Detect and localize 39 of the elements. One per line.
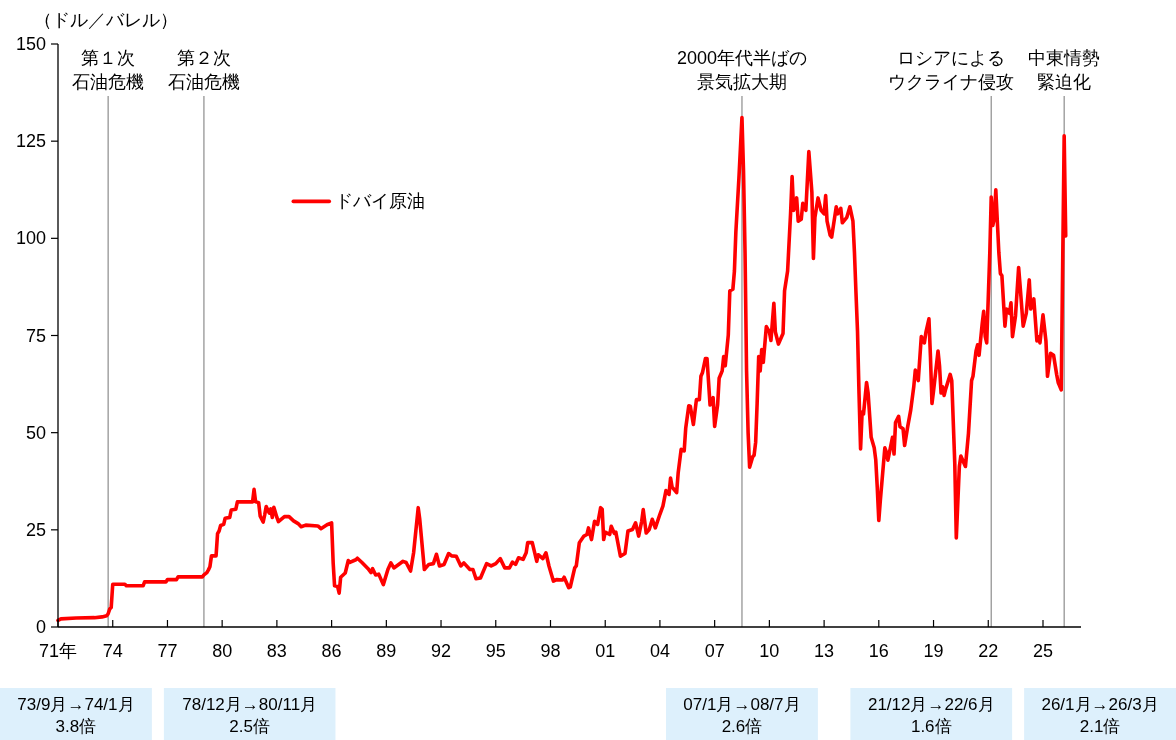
y-tick-label: 125	[15, 131, 46, 152]
x-tick-label: 74	[102, 641, 123, 661]
x-tick-label: 22	[978, 641, 999, 661]
y-axis-title: （ドル／バレル）	[34, 10, 178, 30]
x-tick-label: 98	[540, 641, 561, 661]
y-tick-label: 150	[15, 34, 46, 54]
x-tick-label: 07	[704, 641, 725, 661]
x-tick-label: 77	[157, 641, 178, 661]
y-tick-label: 100	[15, 228, 46, 249]
x-tick-label: 71年	[38, 641, 78, 661]
x-tick-label: 86	[321, 641, 342, 661]
line-series	[56, 115, 1068, 623]
legend-label: ドバイ原油	[335, 191, 426, 212]
y-tick-label: 50	[25, 422, 46, 443]
y-tick-label: 75	[25, 325, 46, 346]
x-tick-label: 92	[431, 641, 452, 661]
text: 26/1月→26/3月 2.1倍	[1041, 695, 1159, 736]
text: 21/12月→22/6月 1.6倍	[867, 695, 995, 736]
x-tick-label: 16	[868, 641, 889, 661]
ref-line-label: 中東情勢緊迫化	[1028, 48, 1101, 92]
ref-line-label: 第２次石油危機	[167, 48, 240, 92]
x-tick-label: 80	[212, 641, 233, 661]
text: 07/1月→08/7月 2.6倍	[683, 695, 801, 736]
text: 73/9月→74/1月 3.8倍	[17, 695, 135, 736]
ref-line-label: ロシアによるウクライナ侵攻	[888, 48, 1015, 92]
x-tick-label: 13	[814, 641, 835, 661]
x-tick-label: 95	[485, 641, 506, 661]
ref-line-label: 2000年代半ばの景気拡大期	[676, 48, 807, 92]
x-tick-label: 10	[759, 641, 780, 661]
y-tick-label: 25	[25, 519, 46, 540]
x-tick-label: 04	[649, 641, 670, 661]
ref-line-label: 第１次石油危機	[72, 48, 145, 92]
x-tick-label: 19	[923, 641, 944, 661]
x-tick-label: 25	[1032, 641, 1054, 661]
x-tick-label: 89	[376, 641, 397, 661]
x-tick-label: 01	[595, 641, 616, 661]
x-tick-label: 83	[266, 641, 287, 661]
y-tick-label: 0	[35, 617, 46, 637]
text: 78/12月→80/11月 2.5倍	[182, 695, 318, 736]
